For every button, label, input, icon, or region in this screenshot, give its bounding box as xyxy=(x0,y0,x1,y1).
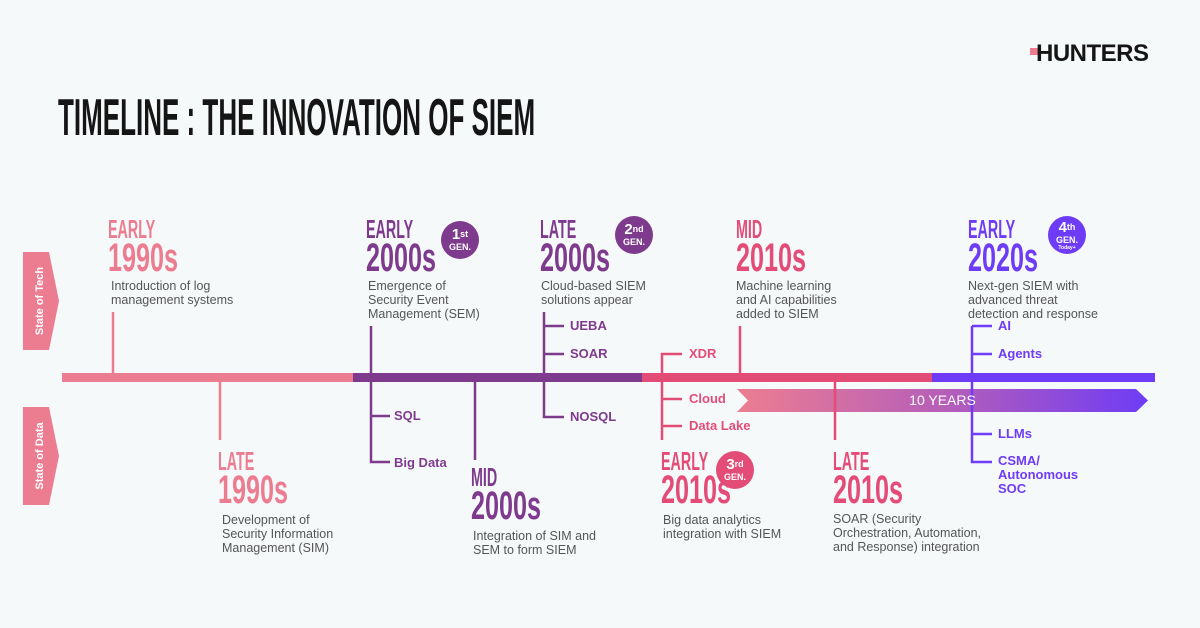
branch-early-2010s xyxy=(660,352,682,440)
event-late-1990s: LATE 1990s Development of Security Inform… xyxy=(218,448,333,555)
list-item: AI xyxy=(998,318,1011,333)
list-item: LLMs xyxy=(998,426,1032,441)
event-early-2020s: EARLY 2020s Next-gen SIEM with advanced t… xyxy=(968,216,1098,321)
period-year: 2020s xyxy=(968,236,1039,280)
period-year: 2000s xyxy=(471,484,542,528)
ten-years-arrow xyxy=(737,389,1148,412)
generation-badge-1st: 1st GEN. xyxy=(441,221,479,259)
event-description: Machine learning and AI capabilities added… xyxy=(736,279,837,321)
state-of-data-label: State of Data xyxy=(23,407,59,505)
list-item: Data Lake xyxy=(689,418,751,433)
event-early-1990s: EARLY 1990s Introduction of log managemen… xyxy=(108,216,233,307)
period-year: 2010s xyxy=(736,236,807,280)
list-item: XDR xyxy=(689,346,717,361)
branch-early-2020s xyxy=(970,324,992,464)
state-of-tech-label: State of Tech xyxy=(23,252,59,350)
list-item: UEBA xyxy=(570,318,607,333)
event-description: Cloud-based SIEM solutions appear xyxy=(541,279,646,307)
event-description: SOAR (Security Orchestration, Automation,… xyxy=(833,512,981,554)
logo-accent xyxy=(1030,48,1038,55)
period-label: MID xyxy=(471,462,498,492)
period-label: LATE xyxy=(833,446,870,476)
state-of-tech-text: State of Tech xyxy=(34,266,46,336)
list-item: SQL xyxy=(394,408,421,423)
event-description: Development of Security Information Manage… xyxy=(222,513,334,555)
event-late-2000s: LATE 2000s Cloud-based SIEM solutions app… xyxy=(540,216,651,307)
generation-badge-3rd: 3rd GEN. xyxy=(716,451,754,489)
state-of-data-text: State of Data xyxy=(34,422,46,490)
list-item: SOAR xyxy=(570,346,608,361)
period-label: MID xyxy=(736,214,763,244)
list-item: Big Data xyxy=(394,455,447,470)
page-title: TIMELINE : THE INNOVATION OF SIEM xyxy=(58,89,536,147)
list-item: Cloud xyxy=(689,391,726,406)
event-description: Next-gen SIEM with advanced threat detecti… xyxy=(968,279,1098,321)
generation-badge-2nd: 2nd GEN. xyxy=(615,216,653,254)
list-item: NOSQL xyxy=(570,409,617,424)
ten-years-label: 10 YEARS xyxy=(909,392,976,408)
period-year: 1990s xyxy=(218,468,289,512)
side-arrow-tech xyxy=(23,252,59,350)
branch-late-2000s xyxy=(542,312,564,419)
event-description: Integration of SIM and SEM to form SIEM xyxy=(473,529,596,557)
period-label: LATE xyxy=(218,446,255,476)
period-year: 2010s xyxy=(833,468,904,512)
period-year: 1990s xyxy=(108,236,179,280)
event-mid-2000s: MID 2000s Integration of SIM and SEM to f… xyxy=(471,464,596,557)
side-arrow-data xyxy=(23,407,59,505)
period-label: EARLY xyxy=(108,214,156,244)
period-label: EARLY xyxy=(661,446,709,476)
event-mid-2010s: MID 2010s Machine learning and AI capabil… xyxy=(736,216,847,321)
list-item: Agents xyxy=(998,346,1043,361)
event-early-2000s: EARLY 2000s Emergence of Security Event Ma… xyxy=(366,216,480,321)
timeline-segment-2010s xyxy=(642,373,932,382)
branch-early-2000s xyxy=(369,326,390,464)
event-description: Introduction of log management systems xyxy=(111,279,234,307)
timeline-segment-1990s xyxy=(62,373,353,382)
timeline-segment-2020s xyxy=(932,373,1155,382)
period-year: 2000s xyxy=(540,236,611,280)
logo-text: HUNTERS xyxy=(1036,40,1149,67)
event-description: Emergence of Security Event Management (SE… xyxy=(368,279,480,321)
generation-badge-4th: 4th GEN. Today+ xyxy=(1048,216,1086,254)
period-label: EARLY xyxy=(968,214,1016,244)
list-item: CSMA/Autonomous SOC xyxy=(998,453,1079,496)
period-year: 2000s xyxy=(366,236,437,280)
period-label: EARLY xyxy=(366,214,414,244)
timeline-segment-2000s xyxy=(353,373,642,382)
period-label: LATE xyxy=(540,214,577,244)
event-description: Big data analytics integration with SIEM xyxy=(663,513,782,541)
event-late-2010s: LATE 2010s SOAR (Security Orchestration, … xyxy=(833,448,981,554)
event-early-2010s: EARLY 2010s Big data analytics integratio… xyxy=(661,448,781,541)
